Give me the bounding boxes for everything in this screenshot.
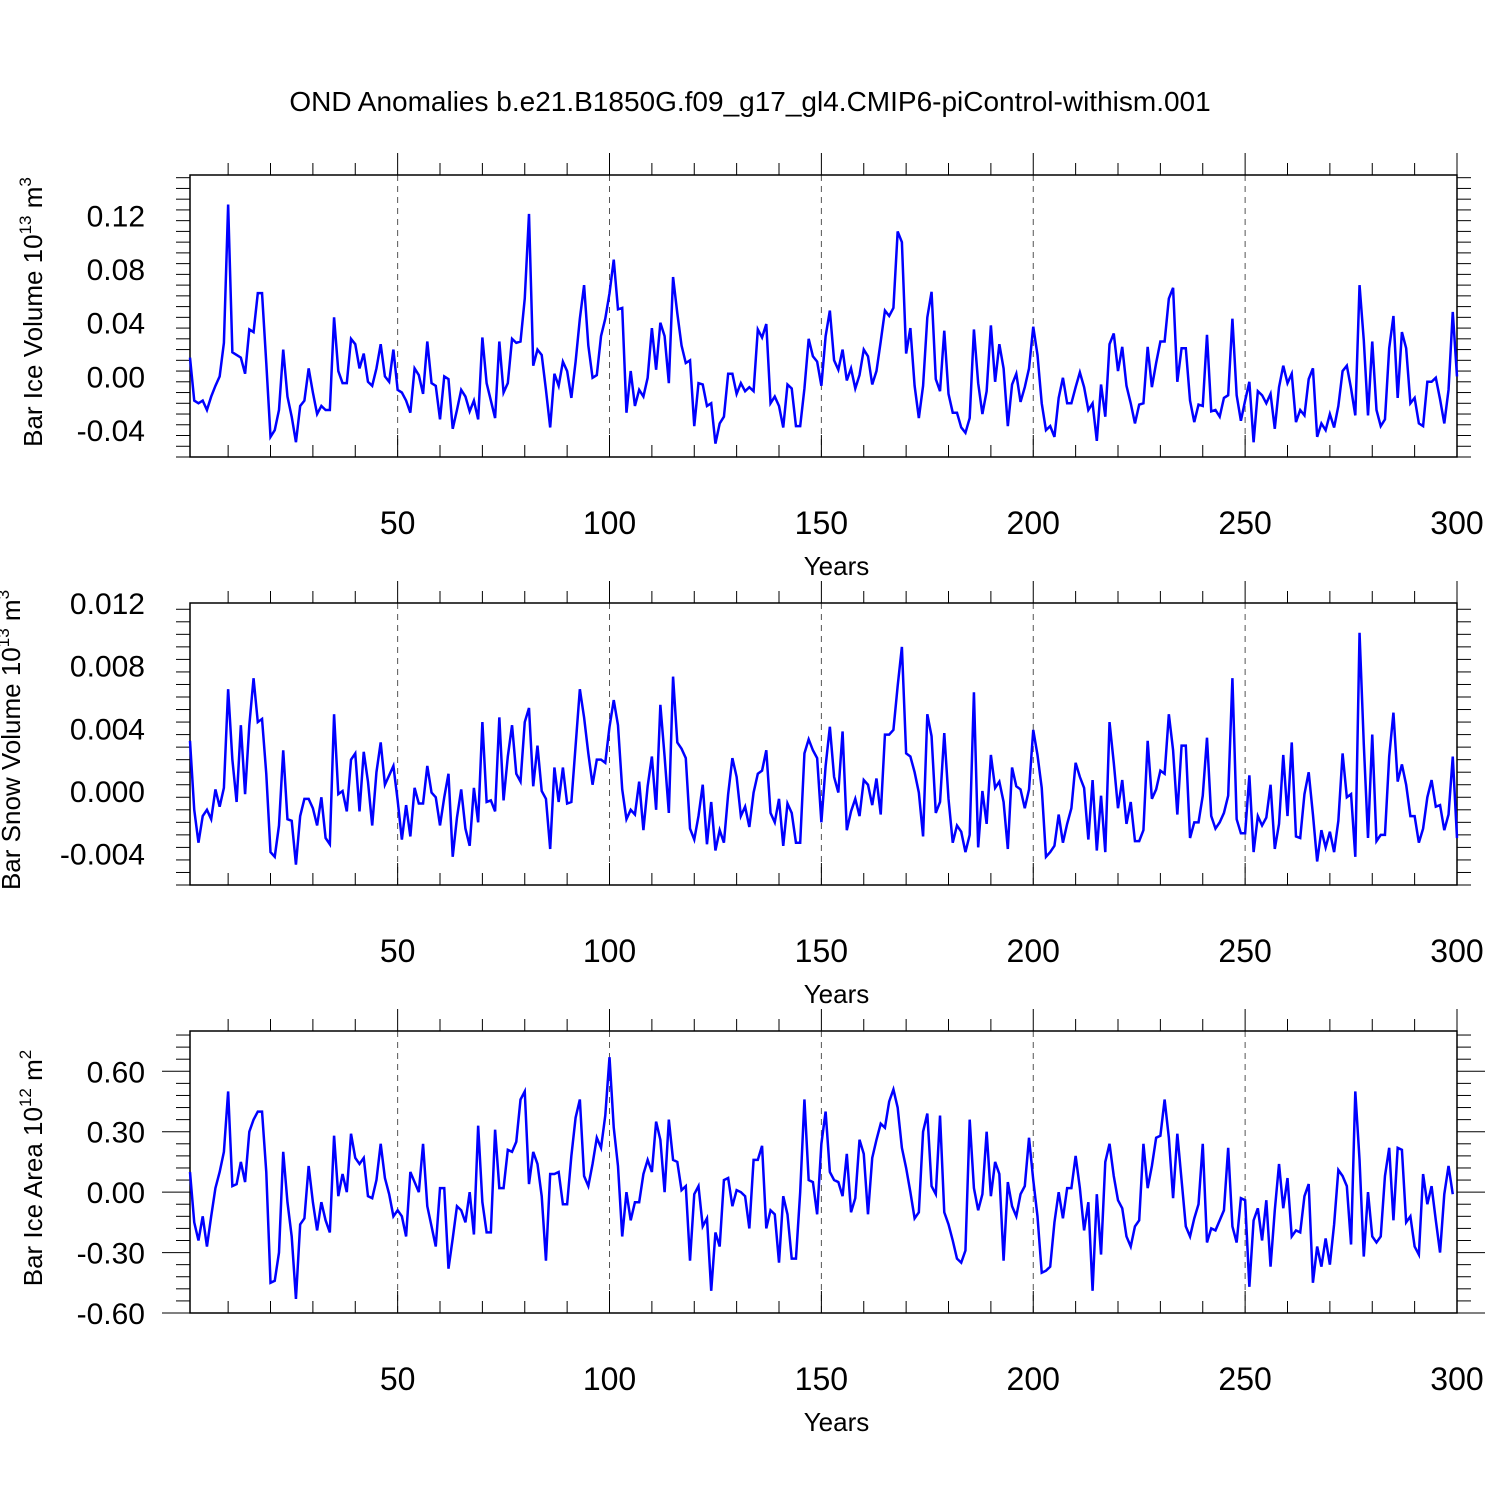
x-tick-label: 200 [1007, 1361, 1060, 1397]
y-tick-label: -0.004 [60, 839, 145, 872]
x-tick-label: 300 [1430, 1361, 1483, 1397]
y-axis-label: Bar Ice Volume 1013 m3 [16, 177, 48, 447]
chart-title: OND Anomalies b.e21.B1850G.f09_g17_gl4.C… [289, 86, 1211, 117]
panel-ice-volume: -0.04 0.00 0.04 0.08 0.12 50 100 150 200 250 300 Ye… [16, 153, 1484, 581]
x-tick-label: 250 [1218, 1361, 1271, 1397]
x-tick-label: 50 [380, 933, 416, 969]
y-tick-label: 0.60 [87, 1056, 145, 1089]
y-tick-label: -0.30 [77, 1238, 145, 1271]
y-tick-label: 0.000 [70, 776, 145, 809]
x-tick-label: 100 [583, 505, 636, 541]
y-tick-label: 0.04 [87, 308, 145, 341]
y-tick-label: 0.12 [87, 200, 145, 233]
x-tick-label: 150 [795, 1361, 848, 1397]
x-tick-label: 200 [1007, 505, 1060, 541]
series-line [188, 1057, 1454, 1299]
panel-snow-volume: -0.004 0.000 0.004 0.008 0.012 50 100 150 200 250… [0, 581, 1484, 1009]
x-tick-label: 200 [1007, 933, 1060, 969]
x-axis-label: Years [804, 979, 870, 1009]
x-tick-label: 50 [380, 1361, 416, 1397]
y-axis-label: Bar Ice Area 1012 m2 [16, 1050, 48, 1287]
y-tick-label: 0.008 [70, 651, 145, 684]
x-tick-label: 100 [583, 1361, 636, 1397]
y-tick-label: -0.60 [77, 1298, 145, 1331]
panel-ice-area: -0.60 -0.30 0.00 0.30 0.60 50 100 150 200 250 300 Y… [16, 1009, 1485, 1437]
series-line [188, 204, 1459, 444]
x-tick-label: 250 [1218, 505, 1271, 541]
x-tick-label: 300 [1430, 505, 1483, 541]
x-tick-label: 300 [1430, 933, 1483, 969]
x-tick-label: 150 [795, 505, 848, 541]
x-tick-label: 50 [380, 505, 416, 541]
y-tick-label: 0.30 [87, 1117, 145, 1150]
x-axis-label: Years [804, 1407, 870, 1437]
x-tick-label: 250 [1218, 933, 1271, 969]
y-tick-label: -0.04 [77, 415, 145, 448]
y-tick-label: 0.004 [70, 713, 145, 746]
y-tick-label: 0.00 [87, 1177, 145, 1210]
x-tick-label: 150 [795, 933, 848, 969]
x-tick-label: 100 [583, 933, 636, 969]
y-axis-label: Bar Snow Volume 1013 m3 [0, 590, 26, 890]
y-tick-label: 0.00 [87, 361, 145, 394]
series-line [188, 632, 1459, 865]
y-tick-label: 0.08 [87, 254, 145, 287]
plot-frame [189, 1030, 1458, 1314]
plot-frame [189, 174, 1458, 458]
y-tick-label: 0.012 [70, 588, 145, 621]
x-axis-label: Years [804, 551, 870, 581]
